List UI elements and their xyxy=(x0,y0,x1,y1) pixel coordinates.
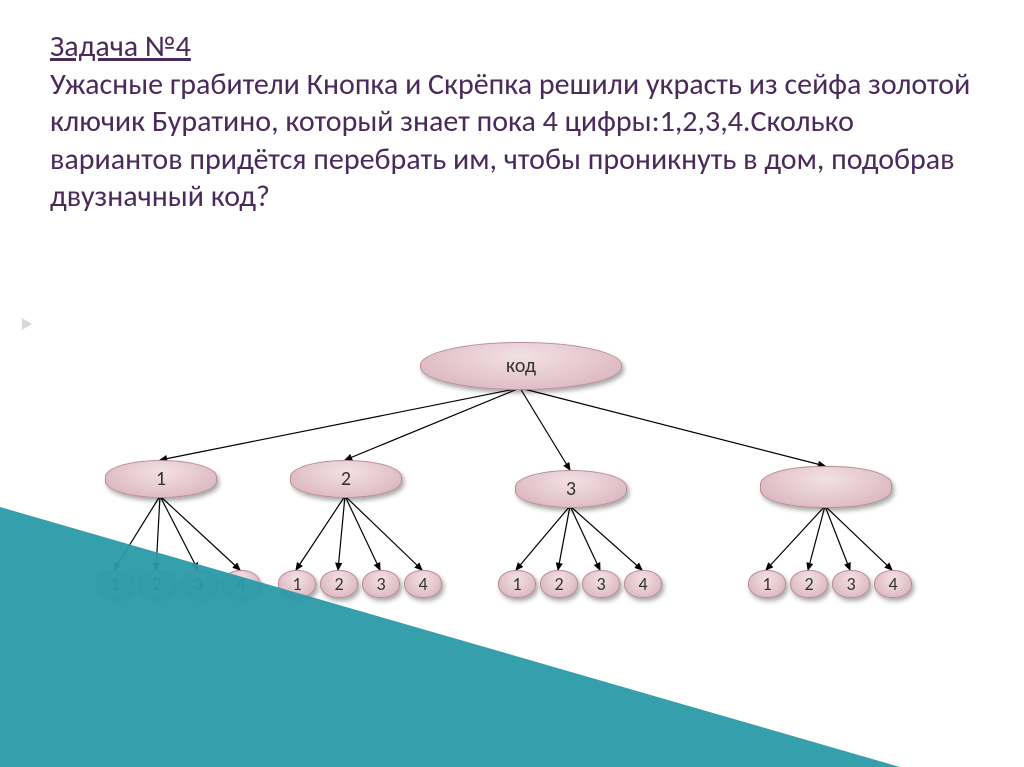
task-body: Ужасные грабители Кнопка и Скрёпка решил… xyxy=(50,66,970,216)
title-area: Задача №4 Ужасные грабители Кнопка и Скр… xyxy=(0,0,1024,226)
tree-node: 3 xyxy=(515,470,627,508)
tree-node: код xyxy=(420,342,622,390)
task-title: Задача №4 xyxy=(50,28,191,65)
tree-node-label: 3 xyxy=(566,477,576,501)
tree-node-label: код xyxy=(506,354,536,378)
tree-node: 1 xyxy=(105,460,217,498)
bullet-marker xyxy=(22,318,32,330)
tree-node xyxy=(760,466,892,508)
accent-triangle xyxy=(0,507,900,767)
tree-node-label: 2 xyxy=(341,467,351,491)
tree-node-label: 1 xyxy=(156,467,166,491)
tree-node: 2 xyxy=(290,460,402,498)
